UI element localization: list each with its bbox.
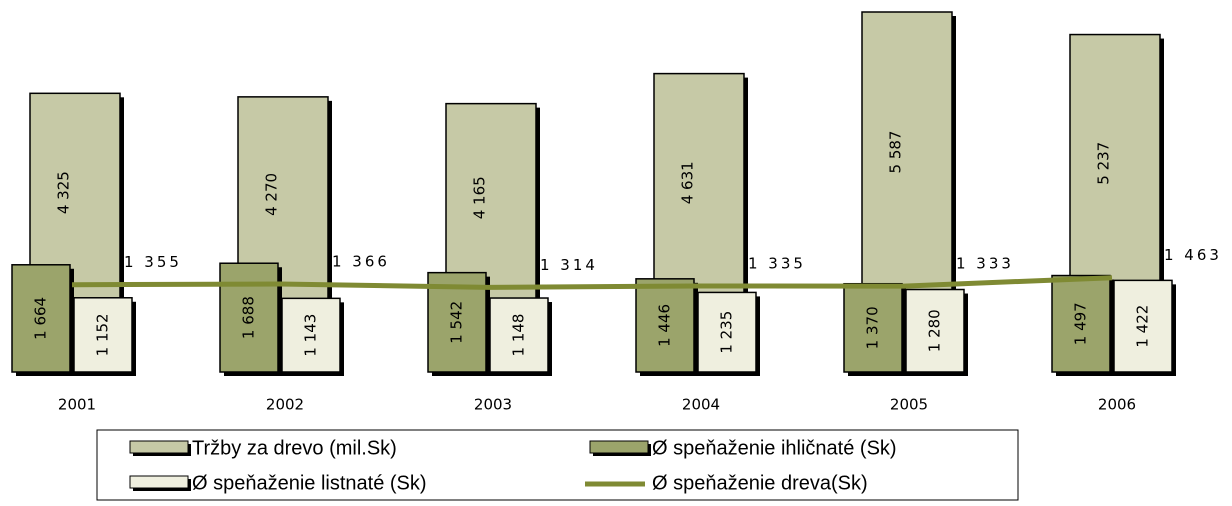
bar: [697, 291, 757, 373]
line: [71, 275, 1113, 290]
x-tick-label: 2002: [266, 396, 304, 414]
bar: [11, 264, 71, 373]
value-label: 1 688: [240, 296, 258, 339]
value-label: 1 314: [540, 256, 598, 274]
bar: [635, 278, 695, 373]
x-tick-label: 2006: [1098, 396, 1136, 414]
value-label: 1 366: [332, 252, 390, 270]
value-label: 1 370: [864, 306, 882, 349]
value-label: 1 148: [510, 314, 528, 357]
bar: [73, 297, 133, 373]
value-label: 4 325: [55, 171, 73, 214]
legend-swatch: [129, 475, 189, 489]
legend-swatch: [589, 440, 649, 454]
value-label: 1 463: [1164, 246, 1222, 264]
x-tick-label: 2003: [474, 396, 512, 414]
value-label: 4 270: [263, 173, 281, 216]
value-label: 5 587: [887, 131, 905, 174]
bar: [843, 282, 903, 373]
value-label: 1 335: [748, 254, 806, 272]
legend-label: Ø speňaženie ihličnaté (Sk): [652, 437, 897, 459]
value-label: 4 631: [679, 161, 697, 204]
value-label: 5 237: [1095, 142, 1113, 185]
bar: [905, 288, 965, 373]
value-label: 1 280: [926, 309, 944, 352]
value-label: 1 542: [448, 301, 466, 344]
value-label: 1 497: [1072, 302, 1090, 345]
x-tick-label: 2001: [58, 396, 96, 414]
bar: [1113, 279, 1173, 373]
bar: [219, 262, 279, 373]
x-tick-label: 2005: [890, 396, 928, 414]
bar: [489, 297, 549, 373]
value-label: 1 152: [94, 313, 112, 356]
legend-swatch: [129, 440, 189, 454]
bar: [281, 297, 341, 373]
value-label: 1 143: [302, 314, 320, 357]
legend-box: [96, 429, 1019, 501]
legend-label: Ø speňaženie listnaté (Sk): [192, 472, 427, 494]
value-label: 1 664: [32, 297, 50, 340]
value-label: 1 446: [656, 304, 674, 347]
legend-label: Tržby za drevo (mil.Sk): [192, 437, 397, 459]
value-label: 1 235: [718, 311, 736, 354]
value-label: 4 165: [471, 176, 489, 219]
bar: [1051, 274, 1111, 373]
value-label: 1 422: [1134, 305, 1152, 348]
value-label: 1 333: [956, 255, 1014, 273]
legend-label: Ø speňaženie dreva(Sk): [652, 472, 868, 494]
x-tick-label: 2004: [682, 396, 720, 414]
value-label: 1 355: [124, 253, 182, 271]
